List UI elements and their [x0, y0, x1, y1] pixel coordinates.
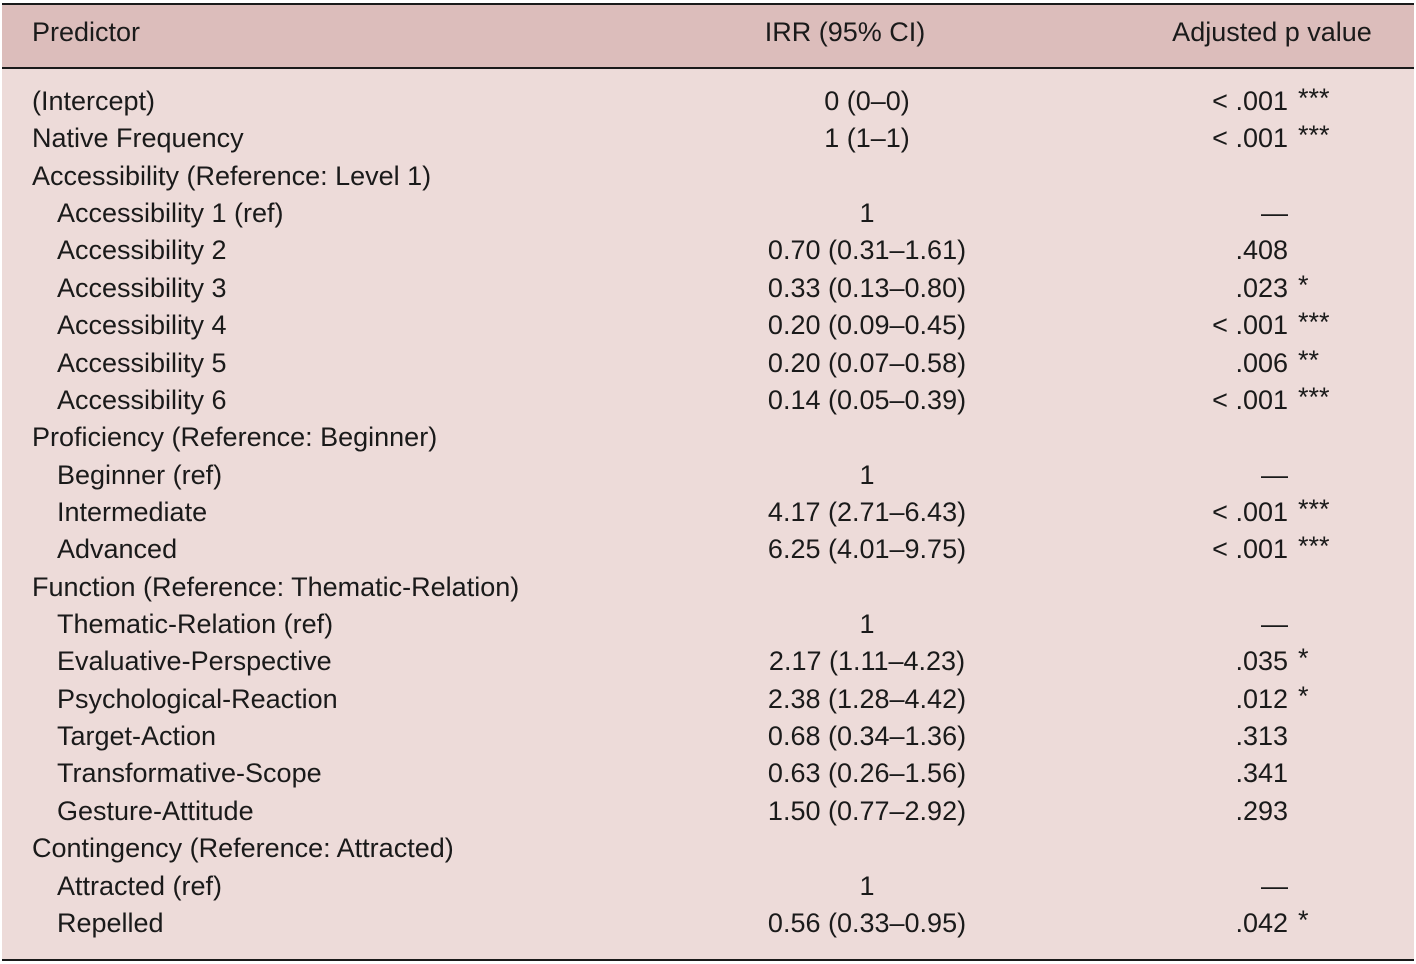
significance-cell: ***	[1298, 381, 1330, 412]
predictor-cell: Advanced	[57, 534, 178, 565]
irr-cell: 0.63 (0.26–1.56)	[767, 758, 967, 789]
predictor-cell: Thematic-Relation (ref)	[57, 609, 334, 640]
p-value-cell: .293	[1235, 795, 1288, 826]
p-value-cell: .035	[1235, 646, 1288, 677]
irr-cell: 1 (1–1)	[824, 123, 910, 154]
significance-cell: ***	[1298, 83, 1330, 113]
header-cell: Adjusted p value	[1172, 17, 1372, 47]
p-value-cell: —	[1261, 870, 1288, 901]
p-value-cell: .408	[1235, 235, 1288, 266]
significance-cell: *	[1298, 904, 1309, 935]
predictor-cell: (Intercept)	[32, 86, 156, 116]
predictor-cell: Native Frequency	[32, 123, 244, 154]
p-value-cell: —	[1261, 198, 1288, 229]
significance-cell: **	[1298, 344, 1320, 375]
predictor-cell: Transformative-Scope	[57, 758, 322, 789]
significance-cell: ***	[1298, 307, 1330, 338]
p-value-cell: .341	[1235, 758, 1288, 789]
predictor-cell: Target-Action	[57, 721, 217, 752]
significance-cell: ***	[1298, 493, 1330, 524]
predictor-cell: Accessibility 6	[57, 384, 227, 415]
significance-cell: *	[1298, 680, 1309, 711]
group-label: Contingency (Reference: Attracted)	[32, 833, 454, 864]
body-band	[2, 69, 1414, 959]
significance-cell: *	[1298, 269, 1309, 300]
irr-cell: 0.20 (0.07–0.58)	[767, 347, 967, 378]
irr-cell: 0.56 (0.33–0.95)	[767, 907, 967, 938]
predictor-cell: Intermediate	[57, 496, 208, 527]
p-value-cell: < .001	[1212, 86, 1288, 116]
group-label: Accessibility (Reference: Level 1)	[32, 160, 432, 191]
group-label: Function (Reference: Thematic-Relation)	[32, 571, 520, 602]
irr-cell: 2.38 (1.28–4.42)	[767, 683, 967, 714]
irr-cell: 1	[859, 198, 875, 229]
irr-cell: 4.17 (2.71–6.43)	[767, 496, 967, 527]
irr-cell: 2.17 (1.11–4.23)	[768, 646, 966, 677]
predictor-cell: Repelled	[57, 907, 164, 938]
header-band	[2, 4, 1414, 67]
irr-cell: 0.14 (0.05–0.39)	[767, 384, 967, 415]
predictor-cell: Accessibility 4	[57, 310, 227, 341]
header-cell: IRR (95% CI)	[764, 17, 926, 47]
irr-cell: 0.68 (0.34–1.36)	[767, 721, 967, 752]
header-cell: Predictor	[32, 17, 141, 47]
p-value-cell: .006	[1235, 347, 1288, 378]
predictor-cell: Evaluative-Perspective	[57, 646, 332, 677]
predictor-cell: Psychological-Reaction	[57, 683, 338, 714]
irr-cell: 1	[859, 459, 875, 490]
p-value-cell: .042	[1235, 907, 1288, 938]
p-value-cell: < .001	[1212, 384, 1288, 415]
predictor-cell: Attracted (ref)	[57, 870, 223, 901]
group-label: Proficiency (Reference: Beginner)	[32, 422, 438, 453]
significance-cell: ***	[1298, 531, 1330, 562]
p-value-cell: < .001	[1212, 496, 1288, 527]
predictor-cell: Accessibility 5	[57, 347, 227, 378]
header-rule	[2, 67, 1414, 69]
irr-cell: 1.50 (0.77–2.92)	[767, 795, 967, 826]
p-value-cell: .023	[1235, 272, 1288, 303]
predictor-cell: Accessibility 1 (ref)	[57, 198, 284, 229]
predictor-cell: Accessibility 3	[57, 272, 227, 303]
significance-cell: *	[1298, 643, 1309, 674]
irr-cell: 1	[859, 609, 875, 640]
irr-cell: 0.70 (0.31–1.61)	[767, 235, 967, 266]
irr-cell: 0 (0–0)	[824, 86, 910, 116]
bottom-rule	[2, 959, 1414, 961]
p-value-cell: < .001	[1212, 310, 1288, 341]
irr-cell: 6.25 (4.01–9.75)	[767, 534, 967, 565]
p-value-cell: < .001	[1212, 534, 1288, 565]
predictor-cell: Accessibility 2	[57, 235, 227, 266]
top-rule	[2, 3, 1414, 5]
predictor-cell: Gesture-Attitude	[57, 795, 254, 826]
irr-cell: 0.20 (0.09–0.45)	[767, 310, 967, 341]
significance-cell: ***	[1298, 120, 1330, 151]
p-value-cell: < .001	[1212, 123, 1288, 154]
irr-cell: 1	[859, 870, 875, 901]
p-value-cell: .313	[1235, 721, 1288, 752]
p-value-cell: .012	[1235, 683, 1288, 714]
p-value-cell: —	[1261, 459, 1288, 490]
predictor-cell: Beginner (ref)	[57, 459, 223, 490]
irr-cell: 0.33 (0.13–0.80)	[767, 272, 967, 303]
p-value-cell: —	[1261, 609, 1288, 640]
